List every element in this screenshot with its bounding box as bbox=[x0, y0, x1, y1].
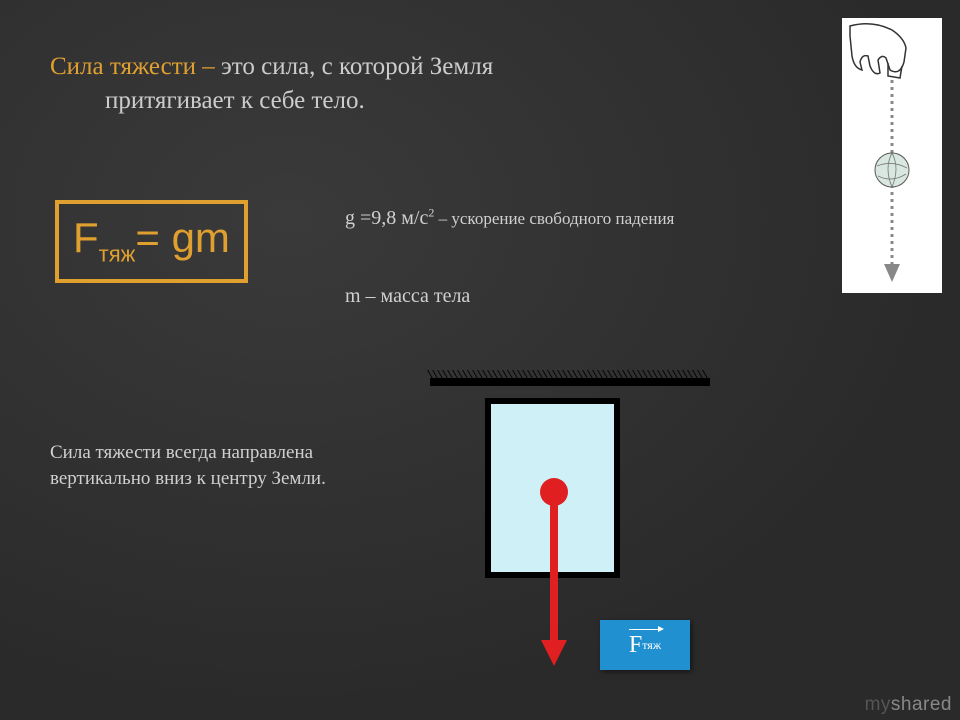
formula-eq: = gm bbox=[135, 214, 230, 261]
direction-text: Сила тяжести всегда направлена вертикаль… bbox=[50, 440, 410, 491]
watermark-my: my bbox=[865, 694, 891, 715]
title-line1-rest: это сила, с которой Земля bbox=[215, 53, 493, 80]
formula-sub: тяж bbox=[99, 241, 136, 266]
gravity-arrow-head bbox=[541, 640, 567, 666]
m-description: m – масса тела bbox=[345, 285, 470, 308]
force-label-F: F bbox=[629, 632, 642, 659]
title-line2: притягивает к себе тело. bbox=[50, 84, 770, 118]
ceiling-line bbox=[430, 378, 710, 386]
physics-slide: Сила тяжести – это сила, с которой Земля… bbox=[0, 0, 960, 720]
watermark: myshared bbox=[865, 694, 952, 716]
g-prefix: g =9,8 м/с bbox=[345, 207, 428, 229]
force-label-sub: тяж bbox=[642, 638, 661, 653]
watermark-shared: shared bbox=[891, 694, 952, 715]
formula-F: F bbox=[73, 214, 99, 261]
g-description: g =9,8 м/с2 – ускорение свободного паден… bbox=[345, 205, 785, 231]
title-highlight: Сила тяжести – bbox=[50, 53, 215, 80]
gravity-arrow-shaft bbox=[550, 498, 558, 648]
hand-drop-illustration bbox=[842, 18, 942, 293]
slide-title: Сила тяжести – это сила, с которой Земля… bbox=[50, 50, 770, 118]
g-rest: – ускорение свободного падения bbox=[434, 209, 674, 228]
hand-svg bbox=[842, 18, 942, 293]
force-label-box: Fтяж bbox=[600, 620, 690, 670]
gravity-formula: Fтяж= gm bbox=[55, 200, 248, 283]
